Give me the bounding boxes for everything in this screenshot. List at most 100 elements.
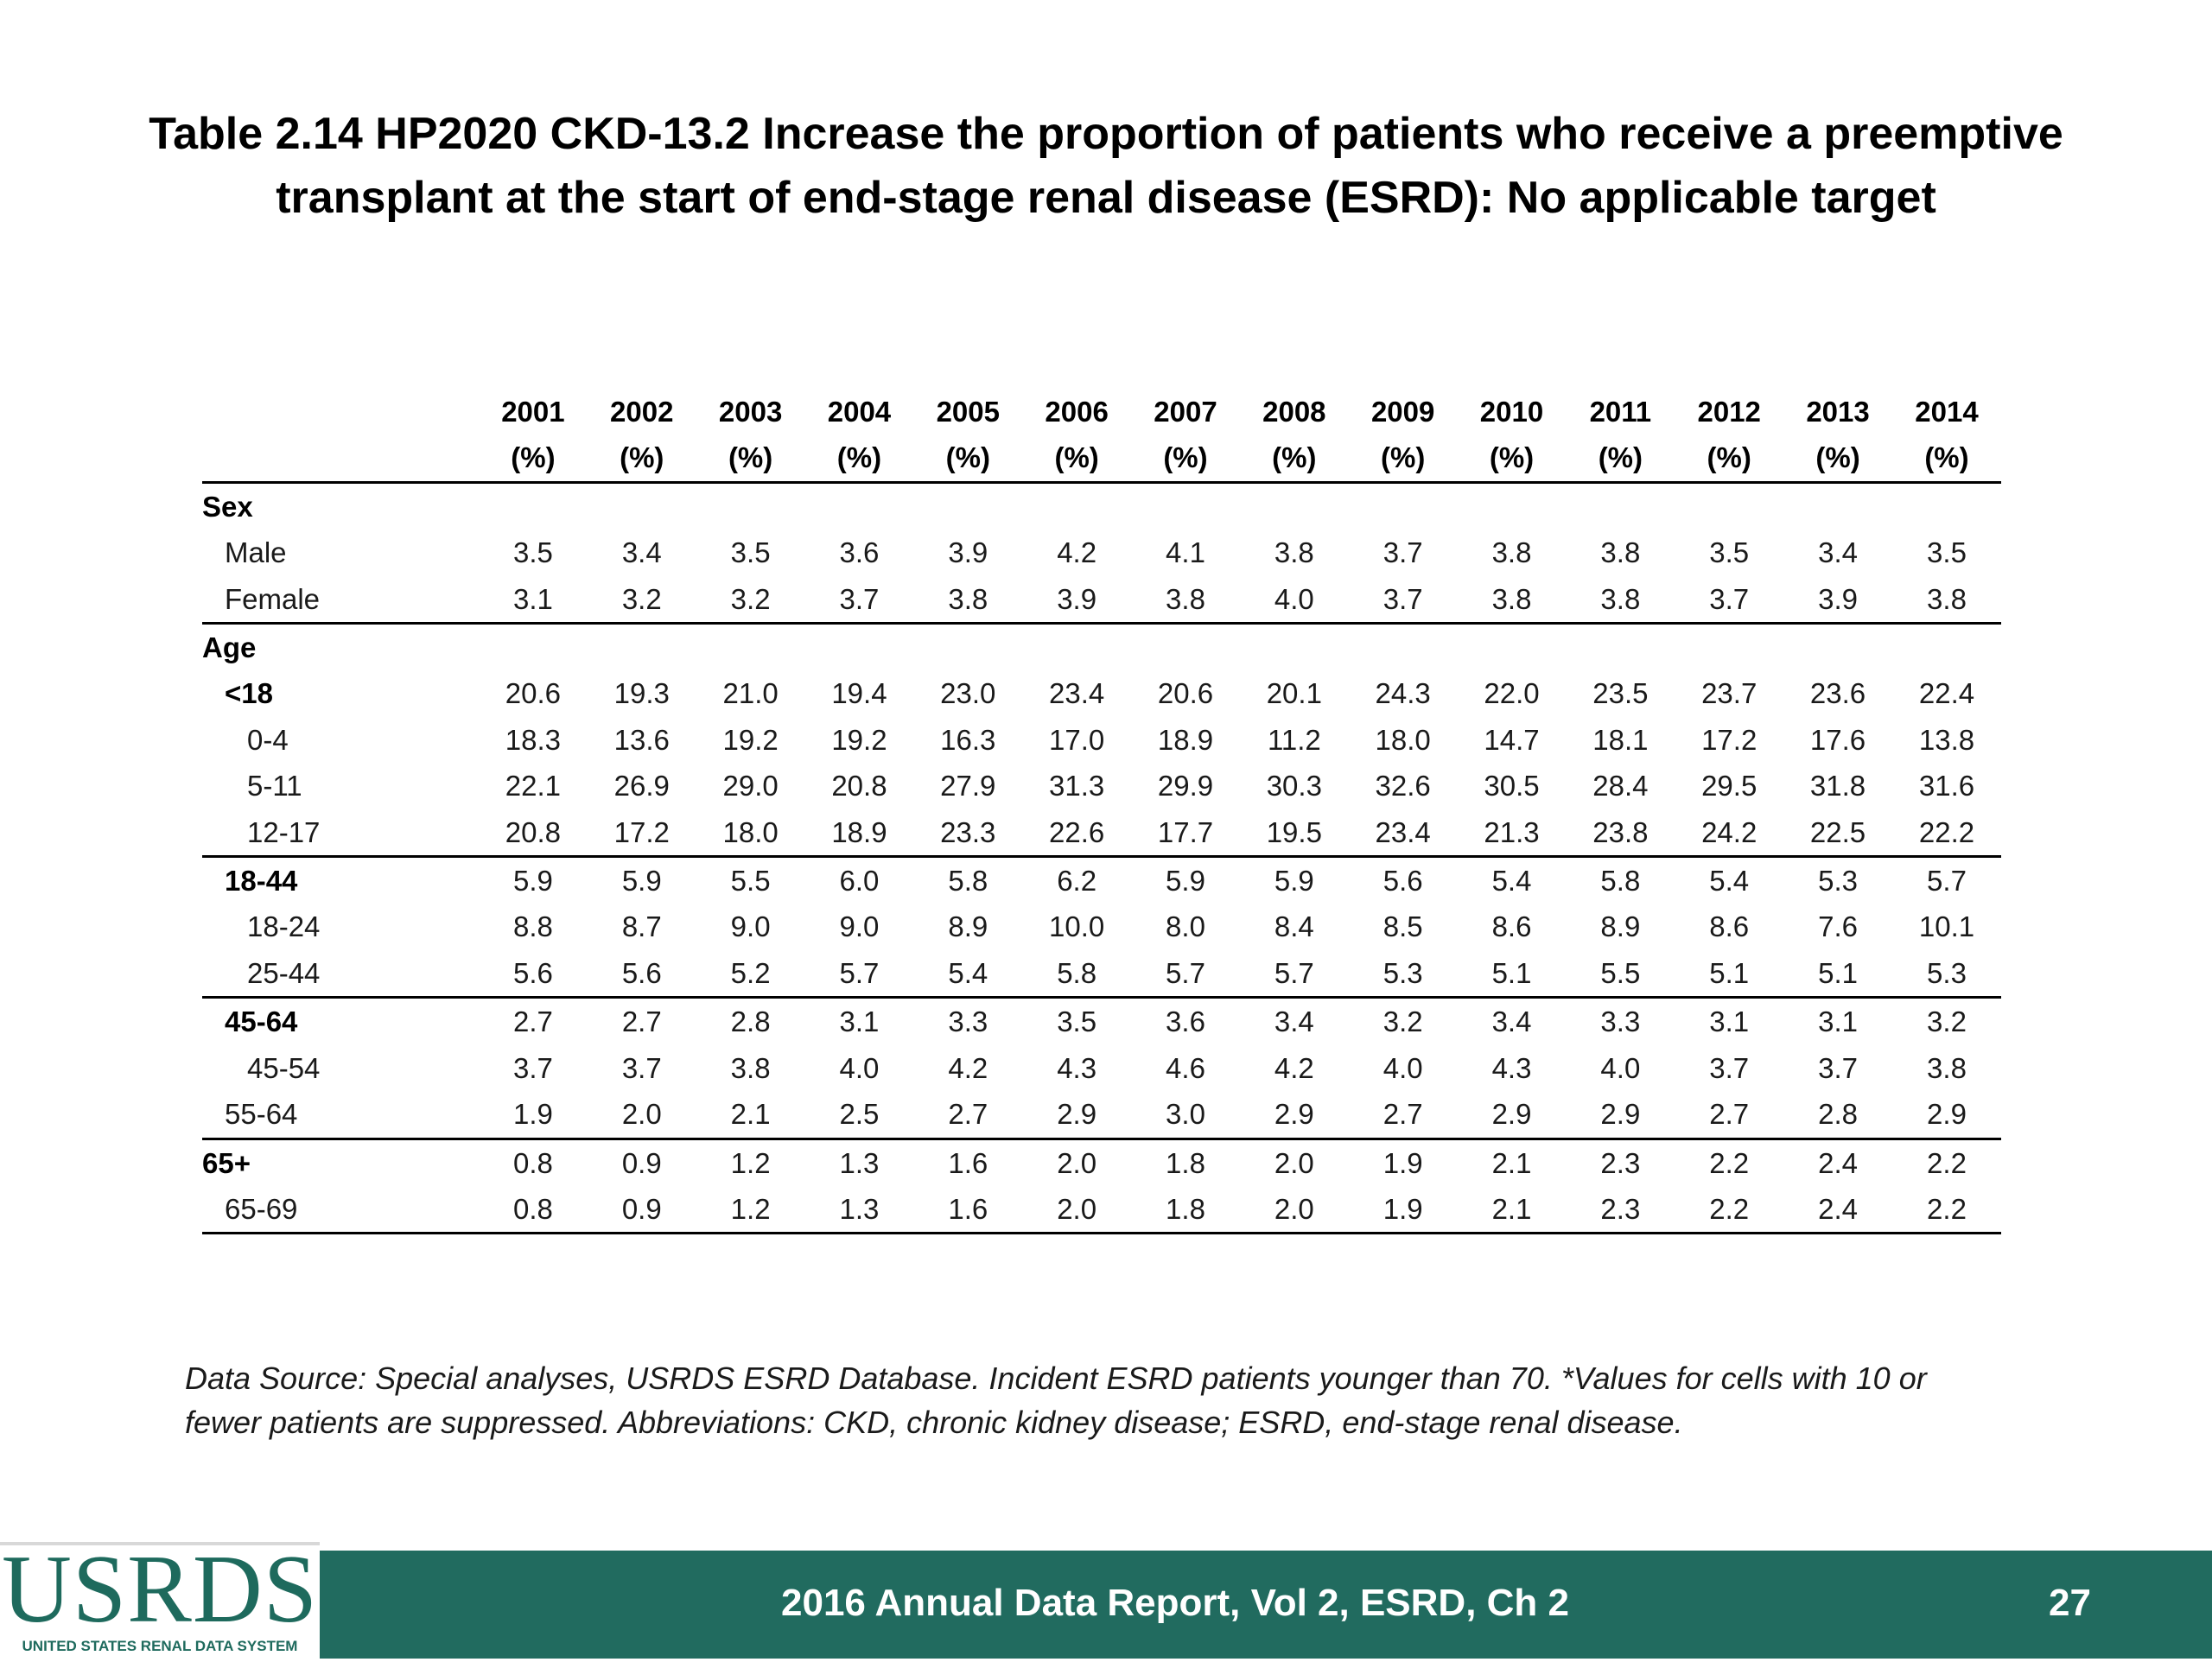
value-cell: 4.2 (1057, 536, 1097, 569)
value-cell: 9.0 (730, 910, 771, 943)
data-source-note: Data Source: Special analyses, USRDS ESR… (185, 1356, 2034, 1444)
value-cell (1675, 624, 1783, 671)
value-cell: 2.9 (1457, 1091, 1567, 1140)
table-row: 25-44 5.6 5.6 5.2 5.7 5.4 5.8 5.7 5.7 5.3 5.1 5.5 5.… (202, 949, 2001, 999)
row-label: <18 (225, 677, 273, 710)
usrds-logo-text: USRDS (2, 1536, 319, 1643)
unit-header: (%) (1566, 435, 1675, 484)
header-row-units: (%) (%) (%) (%) (%) (%) (%) (%) (%) (%) (%) (%) (%)(… (202, 435, 2001, 484)
table-row: Male 3.5 3.4 3.5 3.6 3.9 4.2 4.1 3.8 3.7 3.8 3.8 3.5… (202, 530, 2001, 575)
value-cell: 8.4 (1274, 910, 1314, 943)
section-header-row: Sex (202, 482, 2001, 530)
value-cell (1349, 624, 1458, 671)
value-cell: 3.8 (1131, 575, 1240, 625)
value-cell: 8.6 (1491, 910, 1532, 943)
value-cell: 5.6 (1382, 865, 1423, 898)
value-cell: 24.2 (1675, 809, 1784, 859)
table-row: Female 3.1 3.2 3.2 3.7 3.8 3.9 3.8 4.0 3.7 3.8 3.8 3… (202, 575, 2001, 625)
footer-bar (0, 1551, 2212, 1659)
value-cell: 3.1 (1818, 1005, 1858, 1038)
value-cell: 28.4 (1592, 770, 1649, 802)
value-cell: 0.8 (512, 1146, 553, 1179)
value-cell: 19.3 (613, 677, 670, 710)
year-header: 2002 (610, 396, 674, 428)
header-label-cell (202, 435, 479, 484)
table-row: 5-11 22.1 26.9 29.0 20.8 27.9 31.3 29.9 30.3 32.6… (202, 763, 2001, 809)
data-table: 2001 2002 2003 2004 2005 2006 2007 2008 2009 2010… (202, 389, 2001, 1235)
value-cell: 1.6 (913, 1185, 1023, 1235)
value-cell: 0.9 (587, 1185, 696, 1235)
row-label: Male (225, 536, 287, 569)
value-cell: 3.8 (1566, 575, 1675, 625)
value-cell: 8.7 (621, 910, 662, 943)
value-cell: 3.8 (1927, 1051, 1967, 1084)
value-cell: 23.8 (1566, 809, 1675, 859)
value-cell: 5.8 (1022, 949, 1132, 999)
usrds-logo (0, 1542, 320, 1662)
value-cell (1240, 624, 1349, 671)
value-cell: 3.1 (479, 575, 588, 625)
value-cell: 3.4 (1818, 536, 1858, 569)
value-cell: 4.3 (1057, 1051, 1097, 1084)
value-cell: 11.2 (1267, 723, 1321, 756)
value-cell: 1.6 (948, 1146, 988, 1179)
row-label: 5-11 (247, 770, 302, 802)
value-cell: 3.5 (512, 536, 553, 569)
value-cell (1892, 482, 2001, 530)
table-header: 2001 2002 2003 2004 2005 2006 2007 2008 2009 2010… (202, 389, 2001, 484)
value-cell (1022, 624, 1131, 671)
value-cell: 20.6 (505, 677, 562, 710)
value-cell: 20.8 (831, 770, 887, 802)
value-cell: 2.0 (1239, 1185, 1349, 1235)
value-cell (1349, 482, 1458, 530)
table-row: 12-17 20.8 17.2 18.0 18.9 23.3 22.6 17.7 19.5 23.… (202, 809, 2001, 859)
value-cell (913, 624, 1022, 671)
value-cell: 4.0 (1600, 1051, 1641, 1084)
value-cell: 3.7 (804, 575, 914, 625)
year-header: 2012 (1697, 396, 1761, 428)
row-label: 12-17 (202, 809, 479, 859)
value-cell: 4.0 (839, 1051, 880, 1084)
unit-header: (%) (804, 435, 914, 484)
value-cell: 5.1 (1675, 949, 1784, 999)
value-cell (1783, 624, 1892, 671)
row-label: 55-64 (202, 1091, 479, 1140)
value-cell: 3.6 (1166, 1005, 1205, 1038)
value-cell: 3.7 (1709, 1051, 1750, 1084)
value-cell: 4.0 (1382, 1051, 1423, 1084)
value-cell: 5.7 (1239, 949, 1349, 999)
unit-header: (%) (1022, 435, 1132, 484)
value-cell: 2.2 (1927, 1146, 1967, 1179)
row-label: 18-44 (225, 865, 298, 898)
value-cell: 22.0 (1484, 677, 1540, 710)
value-cell: 3.2 (1927, 1005, 1967, 1038)
value-cell: 0.9 (621, 1146, 662, 1179)
table-body: Sex Male 3.5 3.4 3.5 3.6 3.9 4.2 4.1 3.8 3.7 3.8 3.8… (202, 482, 2001, 1235)
value-cell: 5.5 (1566, 949, 1675, 999)
value-cell: 3.5 (730, 536, 771, 569)
value-cell: 17.6 (1809, 723, 1866, 756)
value-cell (1131, 482, 1240, 530)
value-cell: 3.2 (587, 575, 696, 625)
year-header: 2005 (936, 396, 1000, 428)
value-cell (805, 482, 914, 530)
value-cell: 2.7 (621, 1005, 662, 1038)
value-cell: 23.6 (1809, 677, 1866, 710)
table-row: 0-4 18.3 13.6 19.2 19.2 16.3 17.0 18.9 11.2 18.0 1… (202, 717, 2001, 763)
value-cell: 20.6 (1157, 677, 1214, 710)
row-label: 65-69 (202, 1185, 479, 1235)
year-header: 2001 (501, 396, 565, 428)
value-cell: 4.0 (1239, 575, 1349, 625)
row-label: 65+ (202, 1146, 251, 1179)
value-cell: 5.3 (1818, 865, 1858, 898)
value-cell: 1.3 (839, 1146, 880, 1179)
table-row: 18-24 8.8 8.7 9.0 9.0 8.9 10.0 8.0 8.4 8.5 8.6 8.9 8… (202, 904, 2001, 949)
value-cell: 3.7 (1382, 536, 1423, 569)
value-cell: 18.0 (1375, 723, 1431, 756)
value-cell: 2.9 (1022, 1091, 1132, 1140)
value-cell: 5.9 (621, 865, 662, 898)
value-cell: 3.4 (1274, 1005, 1314, 1038)
value-cell: 21.0 (722, 677, 779, 710)
value-cell: 2.7 (1675, 1091, 1784, 1140)
value-cell (1566, 624, 1675, 671)
